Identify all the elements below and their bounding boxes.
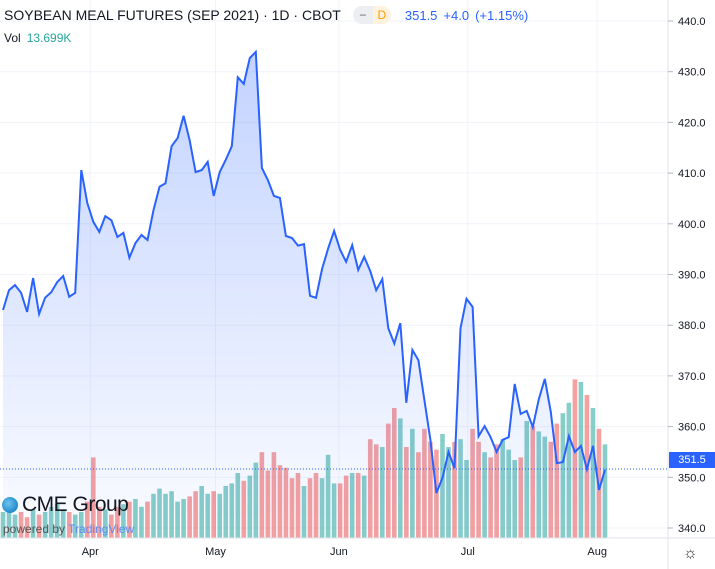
x-tick-label: Jun <box>330 546 348 558</box>
quote: 351.5 +4.0 (+1.15%) <box>405 8 534 23</box>
price-change: +4.0 <box>443 7 470 23</box>
cme-logo: CME Group <box>2 493 129 516</box>
volume-value: 13.699K <box>26 31 72 45</box>
powered-by[interactable]: powered by TradingView <box>3 522 134 536</box>
x-tick-label: Jul <box>461 546 475 558</box>
settings-icon[interactable]: ☼ <box>683 545 698 562</box>
minus-icon[interactable]: − <box>359 8 367 22</box>
price-line <box>2 49 606 494</box>
volume-label: Vol <box>4 31 21 45</box>
y-tick-label: 410.0 <box>678 168 706 180</box>
time-axis[interactable]: Apr May Jun Jul Aug <box>82 546 607 558</box>
y-tick-label: 440.0 <box>678 16 706 28</box>
y-tick-label: 430.0 <box>678 67 706 79</box>
price-axis[interactable]: 340.0 350.0 360.0 370.0 380.0 390.0 400.0 410.0… <box>668 16 706 535</box>
y-tick-label: 420.0 <box>678 117 706 129</box>
x-tick-label: May <box>205 546 226 558</box>
tradingview-link[interactable]: TradingView <box>68 522 135 536</box>
y-tick-label: 400.0 <box>678 219 706 231</box>
y-tick-label: 350.0 <box>678 472 706 484</box>
price-area-fill <box>3 51 605 539</box>
volume-legend: Vol 13.699K <box>4 31 71 45</box>
x-tick-label: Apr <box>82 546 99 558</box>
last-price-tag: 351.5 <box>669 452 715 468</box>
globe-icon <box>2 497 18 513</box>
price-change-pct: (+1.15%) <box>475 7 529 23</box>
delayed-badge: D <box>372 6 391 24</box>
powered-prefix: powered by <box>3 522 69 536</box>
y-tick-label: 370.0 <box>678 371 706 383</box>
y-tick-label: 360.0 <box>678 422 706 434</box>
chart-header: SOYBEAN MEAL FUTURES (SEP 2021) · 1D · C… <box>4 6 534 24</box>
interval-pill[interactable]: − D <box>352 6 391 24</box>
x-tick-label: Aug <box>587 546 607 558</box>
y-tick-label: 340.0 <box>678 523 706 535</box>
last-price: 351.5 <box>404 7 438 23</box>
symbol-title[interactable]: SOYBEAN MEAL FUTURES (SEP 2021) · 1D · C… <box>4 7 341 23</box>
logo-text: CME Group <box>22 493 129 516</box>
y-tick-label: 390.0 <box>678 270 706 282</box>
y-tick-label: 380.0 <box>678 320 706 332</box>
